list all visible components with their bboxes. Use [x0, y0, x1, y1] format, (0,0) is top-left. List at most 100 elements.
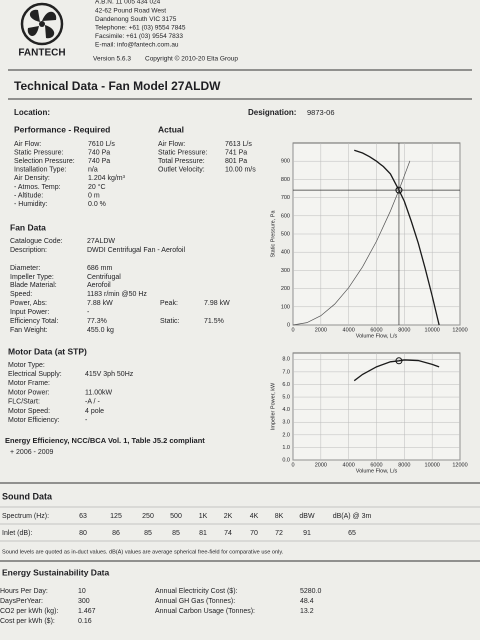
field-value: 13.2 [300, 608, 314, 615]
x-axis-label: Volume Flow, L/s [356, 468, 398, 474]
address-line: Dandenong South VIC 3175 [95, 16, 177, 23]
cell: 250 [142, 513, 154, 520]
cell: 85 [144, 530, 152, 537]
cell: 85 [172, 530, 180, 537]
field-value: 4 pole [85, 408, 104, 415]
x-tick-label: 4000 [343, 462, 355, 468]
field-value: n/a [88, 167, 98, 174]
compliance-text: Energy Efficiency, NCC/BCA Vol. 1, Table… [5, 436, 205, 445]
field-label: Hours Per Day: [0, 588, 48, 595]
field-label: Power, Abs: [10, 300, 47, 307]
cell: 125 [110, 513, 122, 520]
field-value: 71.5% [204, 318, 224, 325]
field-label: - Humidity: [14, 201, 48, 208]
cell: 70 [250, 530, 258, 537]
field-label: Fan Weight: [10, 327, 48, 334]
field-value: 455.0 kg [87, 327, 114, 334]
logo-icon [20, 2, 64, 46]
row-label: Inlet (dB): [2, 530, 32, 537]
y-tick-label: 900 [281, 159, 290, 165]
section-heading: Motor Data (at STP) [8, 346, 87, 356]
field-value: 740 Pa [88, 158, 110, 165]
section-heading: Performance - Required [14, 124, 110, 134]
y-tick-label: 200 [281, 286, 290, 292]
field-label: Efficiency Total: [10, 318, 58, 325]
x-tick-label: 2000 [315, 462, 327, 468]
field-label: Static: [160, 318, 180, 325]
y-tick-label: 100 [281, 304, 290, 310]
field-label: Input Power: [10, 309, 49, 316]
field-value: 7613 L/s [225, 141, 252, 148]
section-heading: Actual [158, 124, 184, 134]
section-heading: Fan Data [10, 222, 46, 232]
cell: 2K [224, 513, 233, 520]
field-value: 5280.0 [300, 588, 322, 595]
section-heading: Sound Data [2, 491, 53, 501]
cell: 86 [112, 530, 120, 537]
x-tick-label: 0 [291, 327, 294, 333]
field-value: 0 m [88, 192, 100, 199]
field-value: 48.4 [300, 598, 314, 605]
field-label: Motor Speed: [8, 408, 50, 415]
x-tick-label: 8000 [398, 462, 410, 468]
field-value: - [87, 309, 90, 316]
x-tick-label: 0 [291, 462, 294, 468]
field-label: - Altitude: [14, 192, 43, 199]
field-label: DaysPerYear: [0, 598, 43, 605]
field-value: 300 [78, 598, 90, 605]
field-value: 7610 L/s [88, 141, 115, 148]
field-value: 10.00 m/s [225, 167, 256, 174]
y-tick-label: 2.0 [282, 432, 290, 438]
y-tick-label: 600 [281, 213, 290, 219]
field-label: FLC/Start: [8, 399, 40, 406]
y-tick-label: 500 [281, 231, 290, 237]
cell: 4K [250, 513, 259, 520]
field-label: Annual Carbon Usage (Tonnes): [155, 608, 255, 615]
compliance-years: + 2006 - 2009 [10, 449, 54, 456]
field-value: 77.3% [87, 318, 107, 325]
field-label: Motor Power: [8, 389, 50, 396]
y-tick-label: 4.0 [282, 407, 290, 413]
curve [292, 160, 411, 326]
field-value: Centrifugal [87, 274, 121, 281]
y-tick-label: 0.0 [282, 457, 290, 463]
field-label: Diameter: [10, 265, 40, 272]
field-label: Annual GH Gas (Tonnes): [155, 598, 235, 605]
x-tick-label: 10000 [425, 462, 440, 468]
x-tick-label: 12000 [452, 462, 467, 468]
field-value: 20 °C [88, 183, 106, 191]
field-label: Motor Frame: [8, 380, 50, 387]
field-label: Static Pressure: [158, 149, 207, 156]
y-tick-label: 7.0 [282, 369, 290, 375]
field-value: Aerofoil [87, 282, 111, 289]
field-value: DWDI Centrifugal Fan - Aerofoil [87, 247, 185, 254]
field-label: Speed: [10, 291, 32, 298]
designation-label: Designation: [248, 108, 296, 117]
field-label: Motor Type: [8, 362, 45, 369]
field-label: Air Flow: [14, 141, 41, 148]
field-value: 7.98 kW [204, 300, 230, 307]
field-value: 1.204 kg/m³ [88, 175, 126, 182]
curve [353, 359, 440, 382]
field-value: 686 mm [87, 265, 112, 272]
y-tick-label: 400 [281, 250, 290, 256]
field-label: Motor Efficiency: [8, 417, 60, 424]
field-label: Peak: [160, 300, 178, 307]
y-axis-label: Static Pressure, Pa [270, 210, 276, 258]
address-line: Telephone: +61 (03) 9554 7845 [95, 25, 186, 32]
operating-point [395, 186, 403, 194]
cell: 500 [170, 513, 182, 520]
x-tick-label: 8000 [398, 327, 410, 333]
x-tick-label: 4000 [343, 327, 355, 333]
cell: 80 [79, 530, 87, 537]
x-tick-label: 10000 [425, 327, 440, 333]
field-value: 415V 3ph 50Hz [85, 371, 134, 378]
field-value: 1183 r/min @50 Hz [87, 291, 147, 298]
field-label: Total Pressure: [158, 158, 205, 165]
y-tick-label: 0 [287, 322, 290, 328]
version: Version 5.6.3 [93, 56, 131, 63]
cell: dBW [299, 513, 315, 520]
field-label: Electrical Supply: [8, 371, 62, 378]
cell: 91 [303, 530, 311, 537]
